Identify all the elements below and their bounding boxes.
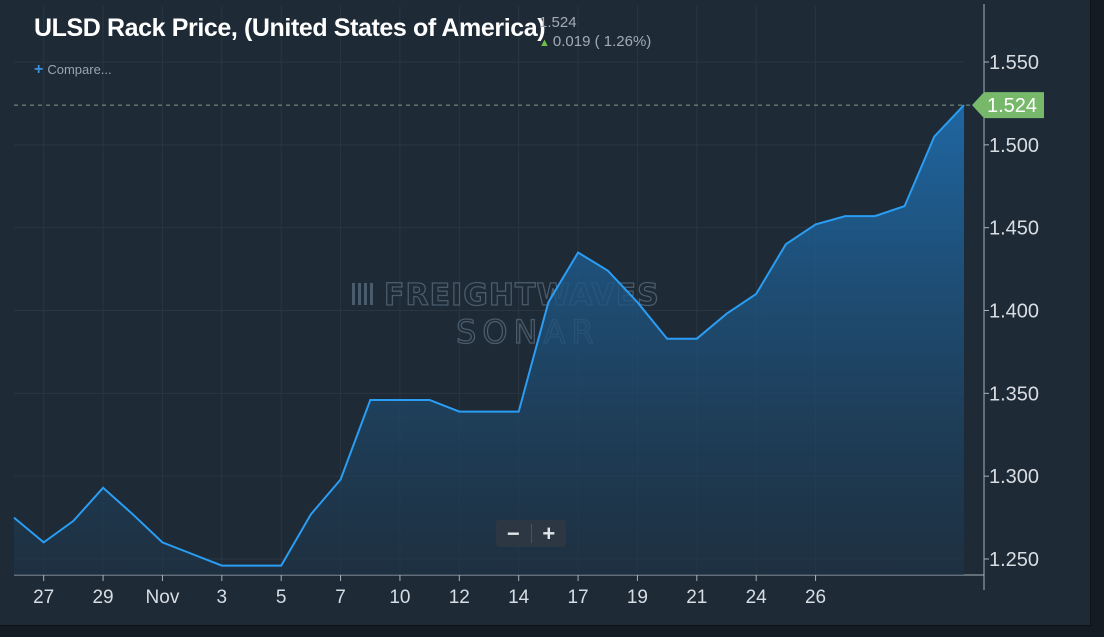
watermark-bars-icon bbox=[352, 283, 373, 305]
plus-icon: + bbox=[34, 61, 44, 78]
x-tick-label-6: 10 bbox=[389, 587, 410, 608]
y-tick-label-4: 1.450 bbox=[989, 218, 1039, 240]
x-tick-label-13: 26 bbox=[805, 587, 826, 608]
x-tick-label-10: 19 bbox=[627, 587, 648, 608]
last-price-tag-text: 1.524 bbox=[987, 95, 1037, 117]
y-tick-label-3: 1.400 bbox=[989, 301, 1039, 323]
y-axis: 1.250 1.300 1.350 1.400 1.450 1.500 1.550 bbox=[984, 52, 1039, 571]
x-tick-label-2: Nov bbox=[146, 587, 180, 608]
compare-button[interactable]: + Compare... bbox=[34, 61, 112, 79]
x-tick-label-11: 21 bbox=[686, 587, 707, 608]
x-tick-label-12: 24 bbox=[746, 587, 768, 608]
up-arrow-icon: ▲ bbox=[539, 37, 550, 49]
x-tick-label-9: 17 bbox=[567, 587, 588, 608]
price-summary: 1.524 ▲ 0.019 ( 1.26%) bbox=[539, 13, 651, 53]
zoom-in-button[interactable]: + bbox=[542, 521, 556, 546]
x-tick-label-3: 3 bbox=[217, 587, 228, 608]
compare-label: Compare... bbox=[47, 62, 112, 77]
x-tick-label-0: 27 bbox=[33, 587, 54, 608]
zoom-controls: − + bbox=[496, 520, 566, 547]
x-tick-label-8: 14 bbox=[508, 587, 530, 608]
price-change: ▲ 0.019 ( 1.26%) bbox=[539, 32, 651, 53]
x-tick-label-7: 12 bbox=[449, 587, 470, 608]
chart-title: ULSD Rack Price, (United States of Ameri… bbox=[34, 14, 546, 42]
y-tick-label-1: 1.300 bbox=[989, 466, 1039, 488]
zoom-divider bbox=[530, 524, 532, 543]
price-change-value: 0.019 ( 1.26%) bbox=[552, 33, 652, 50]
y-tick-label-6: 1.550 bbox=[989, 52, 1039, 74]
y-tick-label-0: 1.250 bbox=[989, 549, 1039, 571]
x-tick-label-4: 5 bbox=[276, 587, 287, 608]
last-price-label: 1.524 bbox=[972, 92, 1044, 119]
series-line bbox=[13, 104, 965, 567]
x-tick-label-1: 29 bbox=[92, 587, 113, 608]
last-price-value: 1.524 bbox=[539, 14, 577, 31]
x-tick-label-5: 7 bbox=[335, 587, 346, 608]
y-tick-label-2: 1.350 bbox=[989, 383, 1039, 405]
zoom-out-button[interactable]: − bbox=[506, 521, 520, 546]
y-tick-label-5: 1.500 bbox=[989, 135, 1039, 157]
last-price-tag bbox=[972, 92, 1044, 119]
series-area bbox=[14, 105, 964, 575]
x-axis: 27 29 Nov 3 5 7 10 12 14 17 19 21 24 26 bbox=[33, 575, 826, 608]
